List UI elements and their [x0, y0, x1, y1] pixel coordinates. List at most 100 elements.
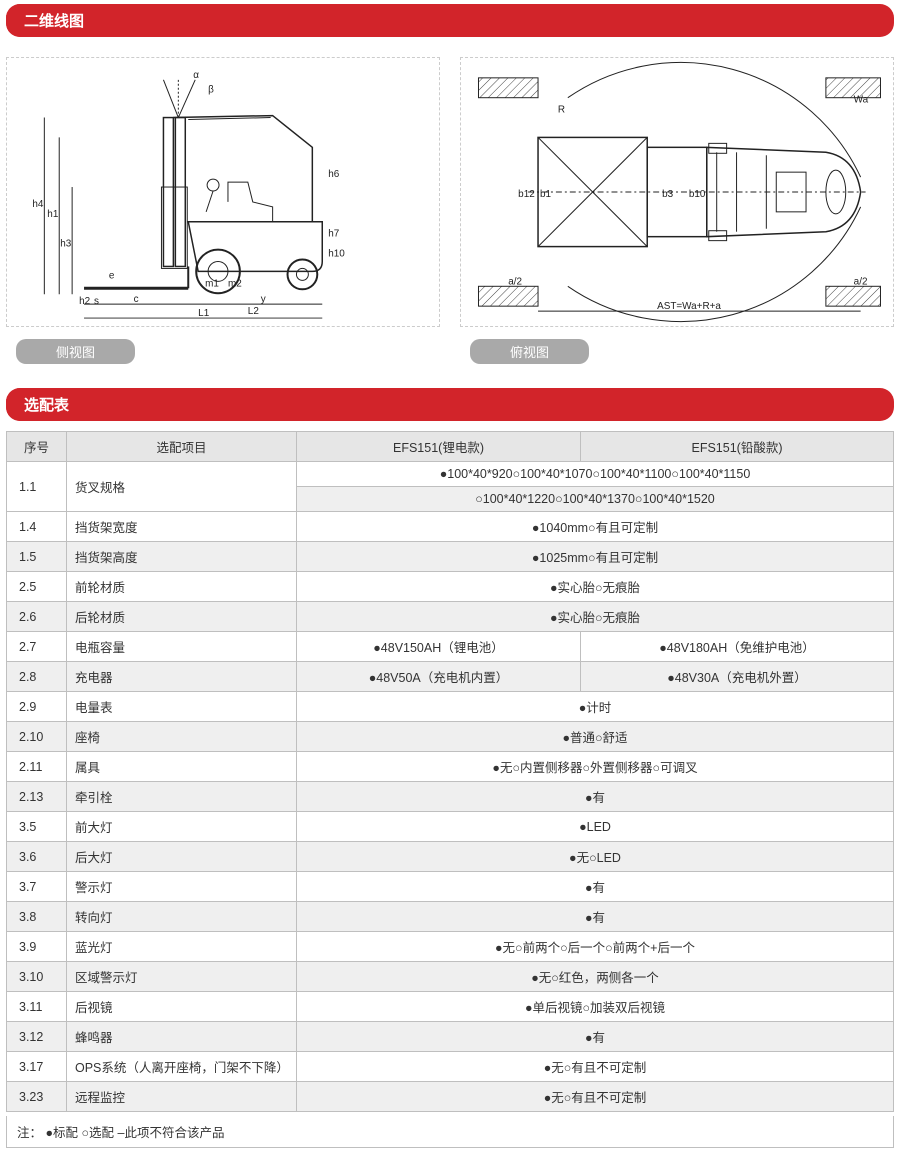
svg-text:α: α — [193, 70, 199, 81]
svg-text:h7: h7 — [328, 229, 340, 240]
cell-item: 后大灯 — [67, 842, 297, 872]
cell-value: ●普通○舒适 — [297, 722, 894, 752]
cell-item: 后视镜 — [67, 992, 297, 1022]
table-row: 2.7电瓶容量●48V150AH（锂电池）●48V180AH（免维护电池） — [7, 632, 894, 662]
cell-item: 蓝光灯 — [67, 932, 297, 962]
cell-num: 2.7 — [7, 632, 67, 662]
cell-num: 3.17 — [7, 1052, 67, 1082]
cell-value: ●100*40*920○100*40*1070○100*40*1100○100*… — [297, 462, 894, 487]
table-row: 1.5挡货架高度●1025mm○有且可定制 — [7, 542, 894, 572]
cell-value-b: ●48V30A（充电机外置） — [581, 662, 894, 692]
table-row: 3.23远程监控●无○有且不可定制 — [7, 1082, 894, 1112]
svg-text:a/2: a/2 — [508, 276, 522, 287]
table-row: 3.11后视镜●单后视镜○加装双后视镜 — [7, 992, 894, 1022]
forklift-side-svg: α β h4 h1 h3 h6 h7 h10 e m1 m2 h2 s — [7, 58, 439, 326]
cell-item: 挡货架高度 — [67, 542, 297, 572]
svg-text:y: y — [261, 294, 266, 305]
top-view-label-wrap: 俯视图 — [460, 335, 894, 364]
cell-value: ●有 — [297, 782, 894, 812]
cell-num: 3.11 — [7, 992, 67, 1022]
cell-num: 3.5 — [7, 812, 67, 842]
svg-text:h1: h1 — [47, 209, 59, 220]
svg-text:e: e — [109, 270, 115, 281]
cell-item: 转向灯 — [67, 902, 297, 932]
svg-text:Wa: Wa — [854, 95, 869, 106]
cell-value: ●无○有且不可定制 — [297, 1052, 894, 1082]
svg-text:m2: m2 — [228, 278, 242, 289]
svg-text:b12: b12 — [518, 189, 535, 200]
cell-value: ●单后视镜○加装双后视镜 — [297, 992, 894, 1022]
cell-num: 1.1 — [7, 462, 67, 512]
cell-value: ●有 — [297, 872, 894, 902]
side-view-label-wrap: 侧视图 — [6, 335, 440, 364]
cell-num: 3.23 — [7, 1082, 67, 1112]
forklift-top-svg: R Wa b12 b1 b3 b10 a/2 a/2 AST=Wa+R+a — [461, 58, 893, 326]
cell-num: 2.5 — [7, 572, 67, 602]
cell-num: 2.11 — [7, 752, 67, 782]
svg-text:β: β — [208, 85, 214, 96]
cell-value: ●计时 — [297, 692, 894, 722]
cell-num: 1.4 — [7, 512, 67, 542]
top-view-column: R Wa b12 b1 b3 b10 a/2 a/2 AST=Wa+R+a 俯视… — [460, 57, 894, 364]
cell-item: 货叉规格 — [67, 462, 297, 512]
svg-text:R: R — [558, 105, 565, 116]
table-row: 3.10区域警示灯●无○红色，两侧各一个 — [7, 962, 894, 992]
cell-num: 2.9 — [7, 692, 67, 722]
top-view-diagram: R Wa b12 b1 b3 b10 a/2 a/2 AST=Wa+R+a — [460, 57, 894, 327]
cell-num: 2.6 — [7, 602, 67, 632]
svg-text:b1: b1 — [540, 189, 552, 200]
cell-num: 3.8 — [7, 902, 67, 932]
table-row: 3.5前大灯●LED — [7, 812, 894, 842]
table-row: 3.6后大灯●无○LED — [7, 842, 894, 872]
cell-num: 3.12 — [7, 1022, 67, 1052]
svg-text:h6: h6 — [328, 169, 340, 180]
cell-value-a: ●48V50A（充电机内置） — [297, 662, 581, 692]
table-row: 3.8转向灯●有 — [7, 902, 894, 932]
cell-value-a: ●48V150AH（锂电池） — [297, 632, 581, 662]
table-head: 序号 选配项目 EFS151(锂电款) EFS151(铅酸款) — [7, 432, 894, 462]
cell-value: ○100*40*1220○100*40*1370○100*40*1520 — [297, 487, 894, 512]
cell-value: ●实心胎○无痕胎 — [297, 602, 894, 632]
cell-num: 2.10 — [7, 722, 67, 752]
table-row: 2.10座椅●普通○舒适 — [7, 722, 894, 752]
svg-text:m1: m1 — [205, 278, 219, 289]
col-header-item: 选配项目 — [67, 432, 297, 462]
cell-item: 充电器 — [67, 662, 297, 692]
cell-value: ●无○前两个○后一个○前两个+后一个 — [297, 932, 894, 962]
cell-item: 牵引栓 — [67, 782, 297, 812]
table-row: 2.6后轮材质●实心胎○无痕胎 — [7, 602, 894, 632]
table-row: 3.9蓝光灯●无○前两个○后一个○前两个+后一个 — [7, 932, 894, 962]
top-view-label: 俯视图 — [470, 339, 589, 364]
cell-item: 电量表 — [67, 692, 297, 722]
cell-value-b: ●48V180AH（免维护电池） — [581, 632, 894, 662]
section-title-text: 二维线图 — [24, 13, 84, 30]
cell-item: 前大灯 — [67, 812, 297, 842]
cell-item: 前轮材质 — [67, 572, 297, 602]
cell-value: ●无○内置侧移器○外置侧移器○可调叉 — [297, 752, 894, 782]
cell-value: ●实心胎○无痕胎 — [297, 572, 894, 602]
table-row: 1.4挡货架宽度●1040mm○有且可定制 — [7, 512, 894, 542]
svg-text:h3: h3 — [60, 239, 72, 250]
cell-item: OPS系统（人离开座椅，门架不下降） — [67, 1052, 297, 1082]
cell-item: 座椅 — [67, 722, 297, 752]
table-row: 2.8充电器●48V50A（充电机内置）●48V30A（充电机外置） — [7, 662, 894, 692]
diagram-area: α β h4 h1 h3 h6 h7 h10 e m1 m2 h2 s — [0, 47, 900, 384]
table-row: 3.17OPS系统（人离开座椅，门架不下降）●无○有且不可定制 — [7, 1052, 894, 1082]
cell-value: ●LED — [297, 812, 894, 842]
table-row: 3.12蜂鸣器●有 — [7, 1022, 894, 1052]
col-header-b: EFS151(铅酸款) — [581, 432, 894, 462]
svg-text:s: s — [94, 296, 99, 307]
table-row: 1.1货叉规格●100*40*920○100*40*1070○100*40*11… — [7, 462, 894, 487]
cell-item: 电瓶容量 — [67, 632, 297, 662]
table-body: 1.1货叉规格●100*40*920○100*40*1070○100*40*11… — [7, 462, 894, 1112]
table-row: 2.11属具●无○内置侧移器○外置侧移器○可调叉 — [7, 752, 894, 782]
section-header-diagram: 二维线图 — [6, 4, 894, 37]
svg-text:a/2: a/2 — [854, 276, 868, 287]
table-row: 2.13牵引栓●有 — [7, 782, 894, 812]
svg-text:AST=Wa+R+a: AST=Wa+R+a — [657, 301, 721, 312]
svg-text:L1: L1 — [198, 308, 210, 319]
section-title-text: 选配表 — [24, 397, 69, 414]
cell-num: 2.13 — [7, 782, 67, 812]
side-view-label: 侧视图 — [16, 339, 135, 364]
cell-value: ●1040mm○有且可定制 — [297, 512, 894, 542]
